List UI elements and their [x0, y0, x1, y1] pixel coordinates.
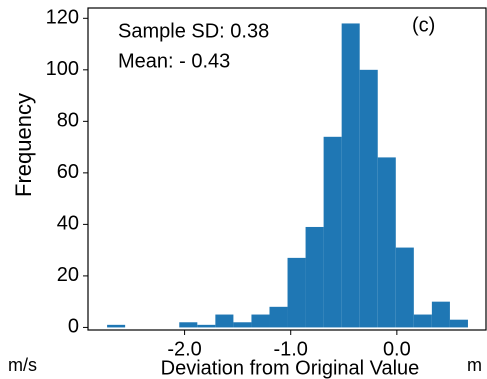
y-axis-label: Frequency [11, 93, 36, 197]
bar [359, 69, 378, 328]
x-axis-label: Deviation from Original Value [161, 357, 420, 379]
annotation: Sample SD: 0.38 [118, 20, 269, 42]
bar [341, 23, 360, 328]
y-tick-label: 120 [46, 7, 79, 29]
x-tick-label: -1.0 [273, 338, 307, 360]
bar [215, 314, 234, 328]
bar [305, 226, 324, 328]
bar [107, 324, 126, 328]
unit-label: m [467, 355, 482, 375]
bar [395, 247, 414, 328]
unit-label: m/s [8, 355, 37, 375]
bar [179, 322, 198, 328]
bar [431, 301, 450, 328]
bar [413, 314, 432, 328]
plot-frame [87, 7, 487, 331]
bar [449, 319, 468, 328]
bar [233, 322, 252, 328]
x-tick-label: -2.0 [167, 338, 201, 360]
bar [269, 306, 288, 328]
annotation: Mean: - 0.43 [118, 50, 230, 72]
bar [251, 314, 270, 328]
y-tick-label: 60 [57, 161, 79, 183]
annotation: (c) [412, 14, 435, 36]
y-tick-label: 0 [68, 316, 79, 338]
y-tick-label: 40 [57, 213, 79, 235]
x-tick-label: 0.0 [383, 338, 411, 360]
bar [287, 257, 306, 328]
y-tick-label: 100 [46, 58, 79, 80]
bar [323, 136, 342, 328]
bar [377, 157, 396, 328]
y-tick-label: 20 [57, 264, 79, 286]
bar [197, 324, 216, 328]
y-tick-label: 80 [57, 110, 79, 132]
